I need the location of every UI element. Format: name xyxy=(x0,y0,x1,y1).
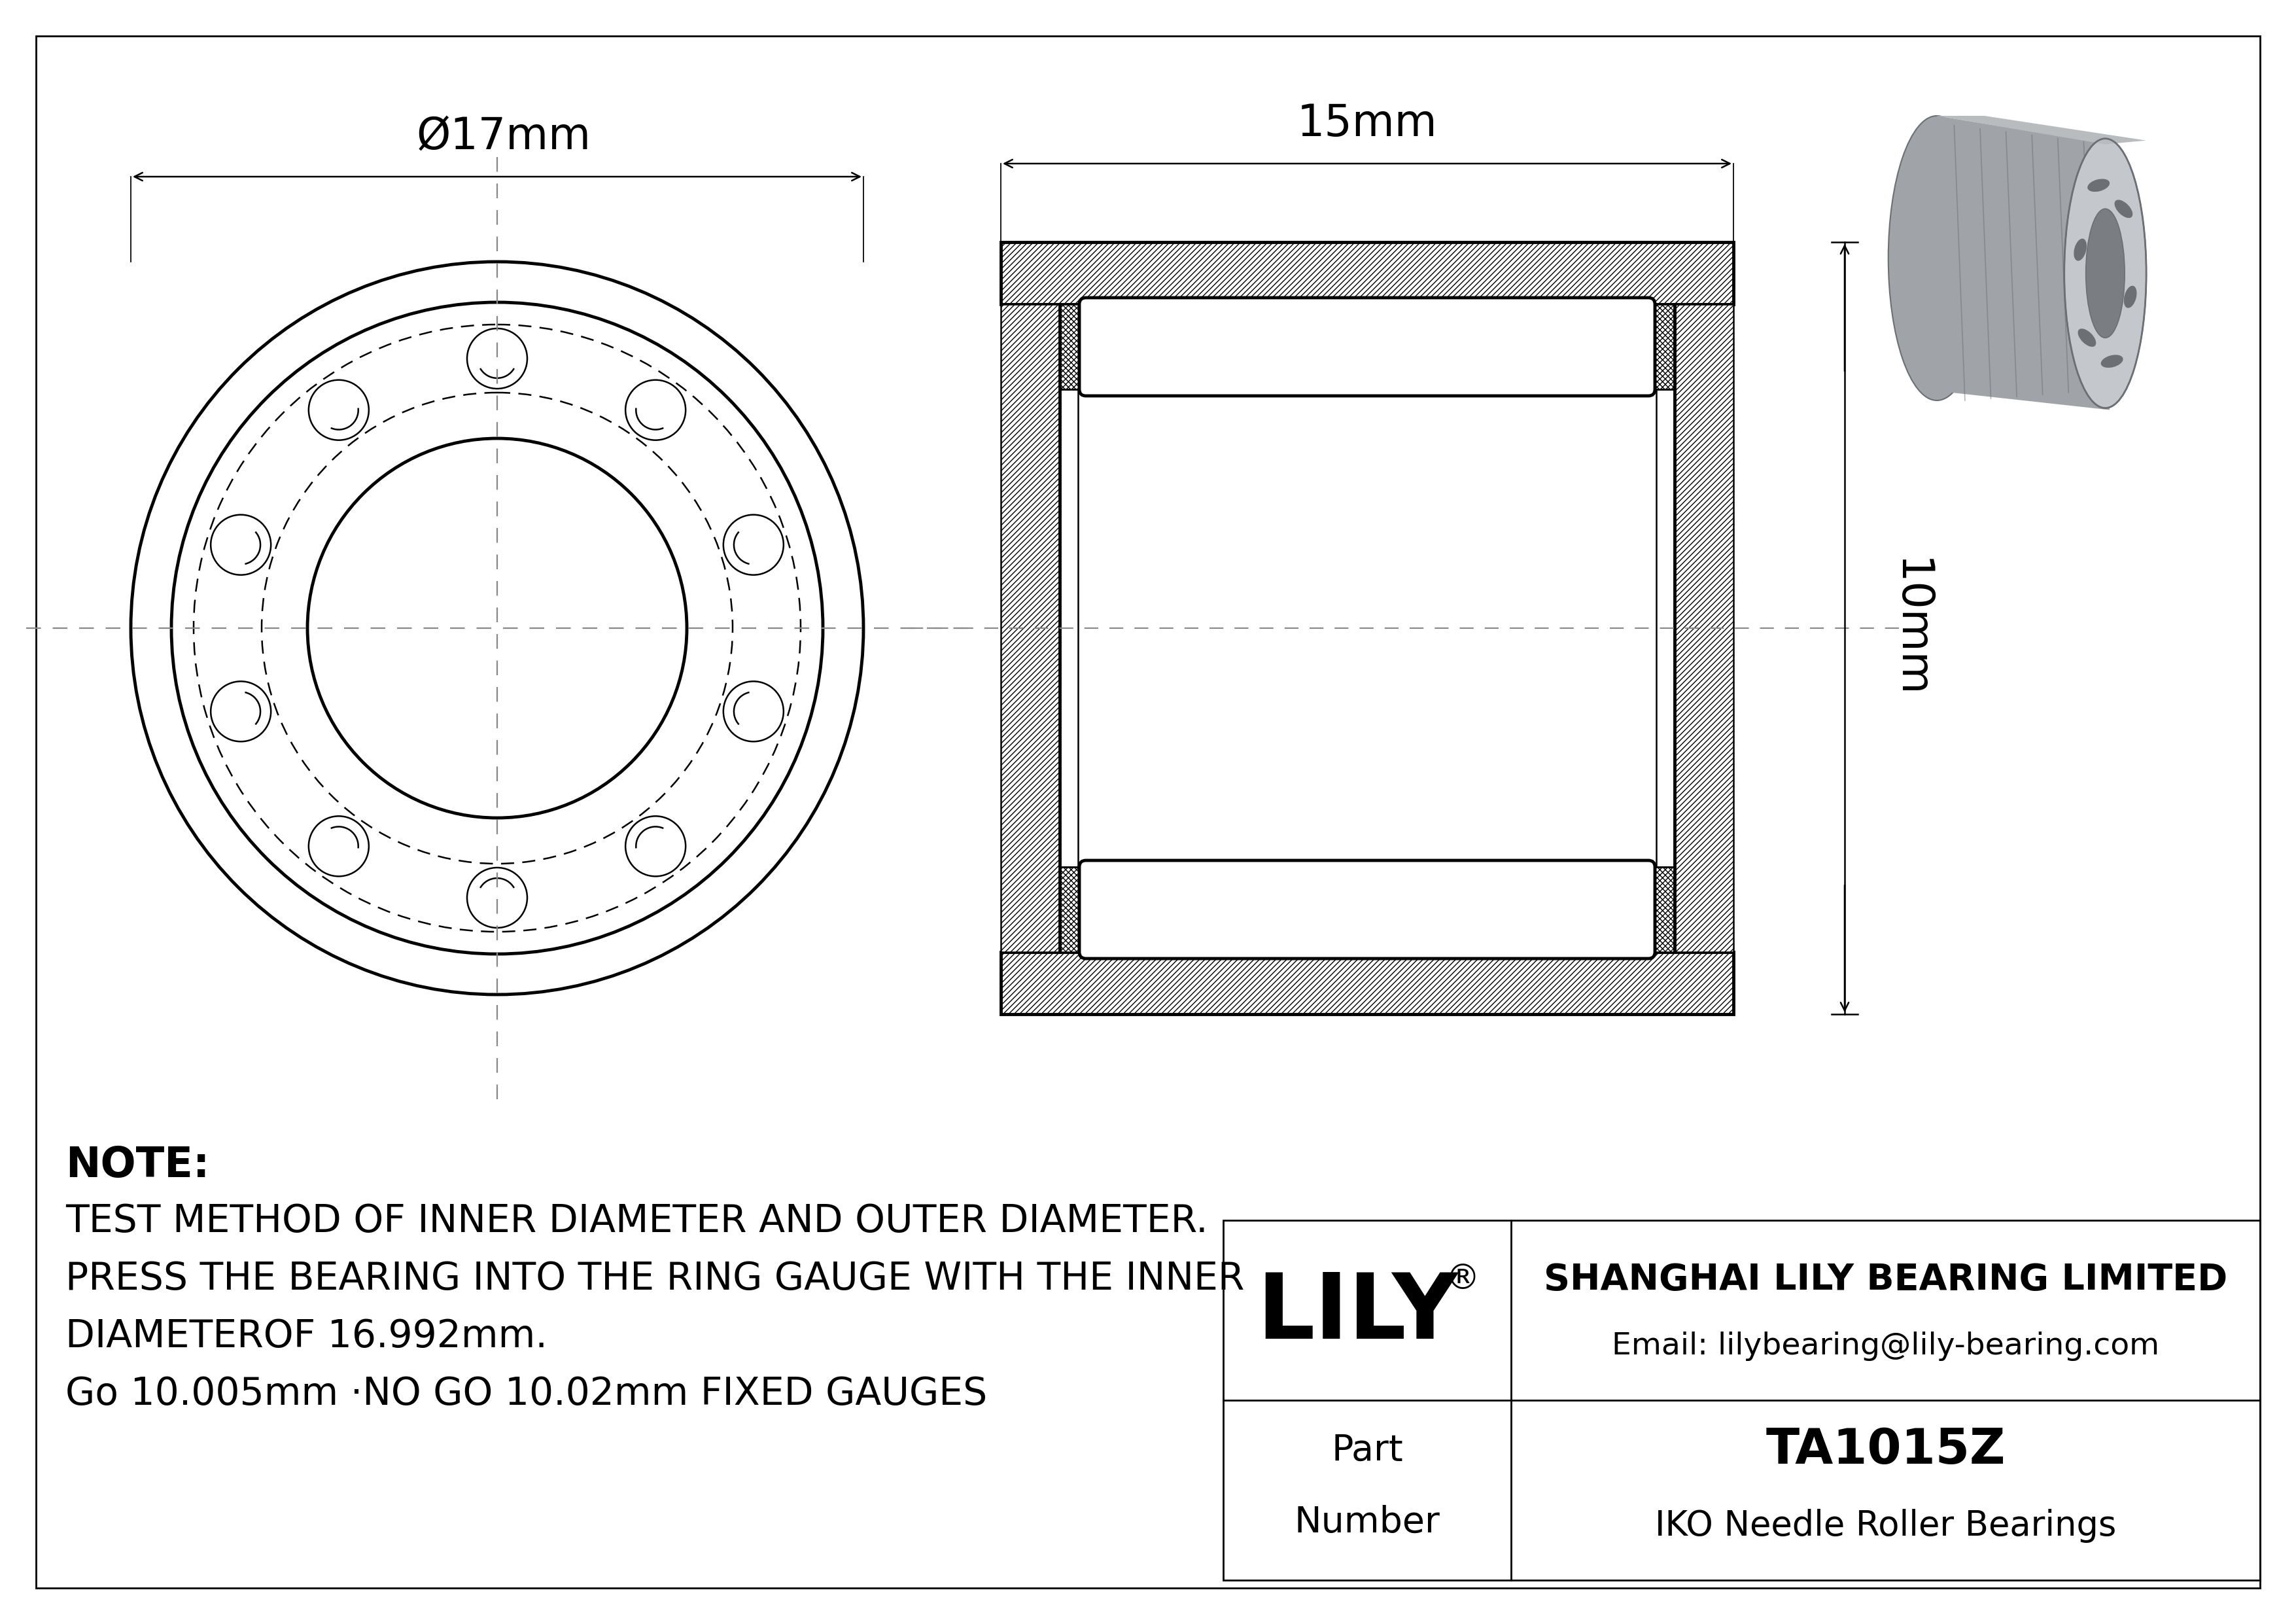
FancyBboxPatch shape xyxy=(1079,297,1655,396)
Ellipse shape xyxy=(2115,200,2133,218)
Text: TEST METHOD OF INNER DIAMETER AND OUTER DIAMETER.: TEST METHOD OF INNER DIAMETER AND OUTER … xyxy=(64,1203,1208,1239)
Polygon shape xyxy=(1001,952,1733,1013)
Polygon shape xyxy=(1001,242,1733,304)
Text: SHANGHAI LILY BEARING LIMITED: SHANGHAI LILY BEARING LIMITED xyxy=(1543,1262,2227,1298)
Polygon shape xyxy=(1061,304,1086,390)
Text: Go 10.005mm ·NO GO 10.02mm FIXED GAUGES: Go 10.005mm ·NO GO 10.02mm FIXED GAUGES xyxy=(64,1376,987,1413)
Text: Email: lilybearing@lily-bearing.com: Email: lilybearing@lily-bearing.com xyxy=(1612,1332,2158,1361)
Ellipse shape xyxy=(2085,209,2124,338)
Polygon shape xyxy=(1938,115,2110,409)
Polygon shape xyxy=(1649,867,1674,952)
Text: 10mm: 10mm xyxy=(1890,559,1931,698)
Text: 15mm: 15mm xyxy=(1297,102,1437,145)
Text: TA1015Z: TA1015Z xyxy=(1766,1427,2004,1475)
Ellipse shape xyxy=(1887,115,1986,401)
Ellipse shape xyxy=(2087,179,2110,192)
Text: DIAMETEROF 16.992mm.: DIAMETEROF 16.992mm. xyxy=(64,1317,546,1354)
Text: ®: ® xyxy=(1446,1262,1481,1296)
Polygon shape xyxy=(1649,304,1674,390)
FancyBboxPatch shape xyxy=(1079,861,1655,958)
Text: Number: Number xyxy=(1295,1505,1440,1540)
Polygon shape xyxy=(1674,304,1733,952)
Ellipse shape xyxy=(2078,328,2096,348)
Ellipse shape xyxy=(2073,239,2087,261)
Ellipse shape xyxy=(2101,354,2124,367)
Text: IKO Needle Roller Bearings: IKO Needle Roller Bearings xyxy=(1655,1509,2117,1543)
Text: Part: Part xyxy=(1332,1432,1403,1468)
Ellipse shape xyxy=(2064,138,2147,408)
Ellipse shape xyxy=(2124,286,2138,309)
Polygon shape xyxy=(1061,867,1086,952)
Polygon shape xyxy=(1001,304,1061,952)
Text: Ø17mm: Ø17mm xyxy=(416,115,590,159)
Text: NOTE:: NOTE: xyxy=(64,1145,209,1186)
Text: PRESS THE BEARING INTO THE RING GAUGE WITH THE INNER: PRESS THE BEARING INTO THE RING GAUGE WI… xyxy=(64,1260,1244,1298)
Text: LILY: LILY xyxy=(1256,1270,1458,1358)
Polygon shape xyxy=(1938,115,2147,145)
